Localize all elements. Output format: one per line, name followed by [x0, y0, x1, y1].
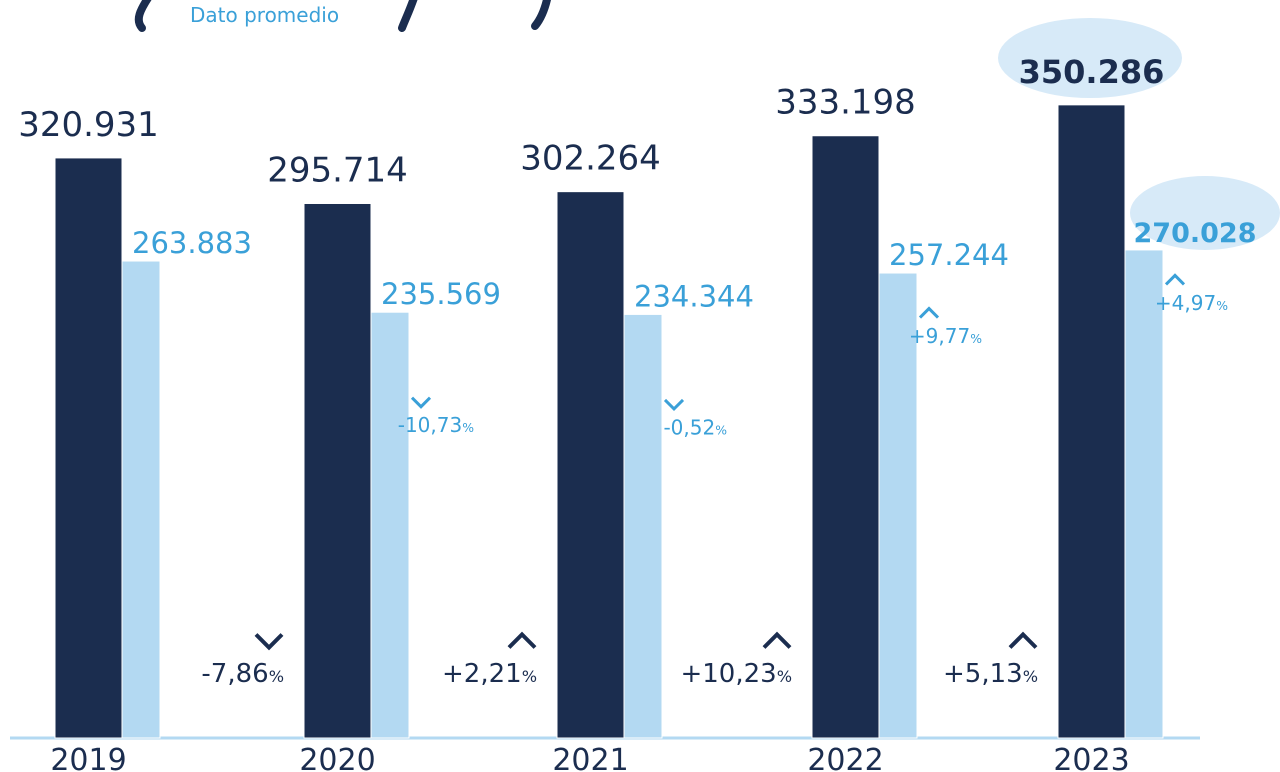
change-arrow — [1008, 631, 1038, 649]
change-unit: % — [777, 667, 792, 686]
value-label: 295.714 — [267, 150, 408, 190]
change-unit: % — [269, 667, 284, 686]
change-label: +9,77% — [909, 324, 982, 348]
change-unit: % — [462, 420, 474, 435]
decoration — [134, 0, 152, 32]
x-tick-label: 2020 — [299, 743, 375, 772]
change-arrow — [918, 306, 940, 319]
bar — [1057, 104, 1126, 739]
value-label: 234.344 — [634, 279, 754, 313]
bar — [811, 135, 880, 739]
bar — [1124, 249, 1164, 739]
bar — [370, 311, 410, 739]
change-number: +10,23 — [680, 659, 776, 689]
bar — [556, 191, 625, 739]
x-tick-label: 2023 — [1053, 743, 1129, 772]
change-arrow — [1164, 273, 1186, 286]
x-tick-label: 2022 — [807, 743, 883, 772]
change-number: +4,97 — [1155, 291, 1216, 315]
value-label: 257.244 — [889, 238, 1009, 272]
change-unit: % — [522, 667, 537, 686]
value-label: 263.883 — [132, 226, 252, 260]
bar — [303, 202, 372, 739]
decoration — [398, 0, 418, 32]
x-tick-label: 2019 — [50, 743, 126, 772]
change-number: +5,13 — [943, 659, 1023, 689]
change-unit: % — [1023, 667, 1038, 686]
change-unit: % — [970, 331, 982, 346]
bar — [623, 313, 663, 739]
change-number: -10,73 — [398, 413, 462, 437]
change-arrow — [507, 631, 537, 649]
x-tick-label: 2021 — [552, 743, 628, 772]
highlight-blob — [1130, 176, 1280, 250]
value-label: 302.264 — [520, 139, 661, 179]
subtitle: Dato promedio — [190, 3, 339, 27]
change-label: -7,86% — [201, 659, 284, 689]
value-label: 270.028 — [1134, 218, 1257, 249]
change-unit: % — [715, 422, 727, 437]
change-label: -0,52% — [663, 415, 727, 439]
change-number: +9,77 — [909, 324, 970, 348]
value-label: 333.198 — [775, 83, 916, 123]
change-label: +4,97% — [1155, 291, 1228, 315]
decoration — [531, 0, 551, 30]
value-label: 235.569 — [381, 277, 501, 311]
change-number: -7,86 — [201, 659, 268, 689]
bar — [878, 272, 918, 739]
highlight-blob — [998, 18, 1182, 98]
bar — [121, 260, 161, 739]
change-number: -0,52 — [663, 415, 715, 439]
change-unit: % — [1216, 298, 1228, 313]
change-arrow — [762, 631, 792, 649]
change-label: +5,13% — [943, 659, 1038, 689]
change-arrow — [663, 398, 685, 412]
change-label: +10,23% — [680, 659, 792, 689]
change-arrow — [410, 396, 432, 409]
change-label: +2,21% — [442, 659, 537, 689]
value-label: 320.931 — [18, 105, 159, 145]
bar — [54, 157, 123, 739]
change-number: +2,21 — [442, 659, 522, 689]
value-label: 350.286 — [1019, 53, 1165, 91]
change-arrow — [254, 633, 284, 651]
change-label: -10,73% — [398, 413, 474, 437]
